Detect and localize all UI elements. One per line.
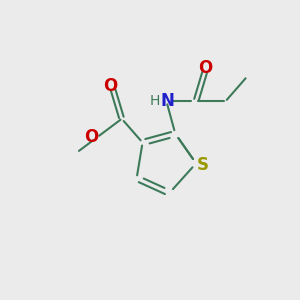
Text: O: O — [84, 128, 99, 146]
Text: N: N — [161, 92, 175, 110]
Text: O: O — [198, 59, 212, 77]
Text: O: O — [103, 77, 117, 95]
Text: H: H — [150, 94, 160, 108]
Text: S: S — [196, 156, 208, 174]
